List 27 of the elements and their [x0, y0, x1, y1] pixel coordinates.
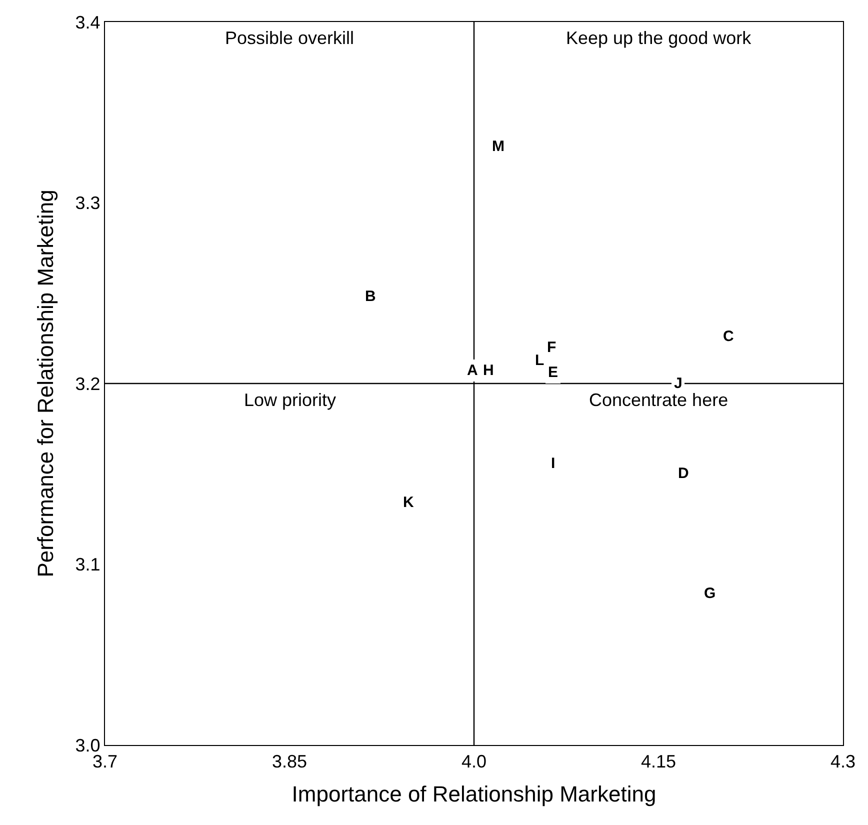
y-tick-label: 3.3	[75, 193, 100, 214]
x-tick-label: 4.15	[640, 752, 676, 772]
annotation: E	[548, 364, 558, 381]
annotation: C	[723, 328, 734, 345]
x-tick-label: 3.85	[272, 752, 308, 772]
annotation: H	[483, 362, 494, 379]
y-tick-label: 3.4	[75, 12, 100, 32]
y-tick-label: 3.2	[75, 374, 100, 394]
y-tick-label: 3.1	[75, 554, 100, 575]
annotation: J	[674, 375, 682, 392]
x-tick-label: 4.0	[461, 752, 487, 772]
x-tick-label: 4.3	[830, 752, 856, 772]
y-axis-title: Performance for Relationship Marketing	[33, 190, 58, 578]
annotation: G	[704, 585, 716, 602]
x-axis-title: Importance of Relationship Marketing	[292, 782, 656, 807]
annotation: D	[678, 465, 689, 482]
annotation: F	[547, 339, 556, 356]
annotation: Concentrate here	[589, 390, 728, 410]
annotation: Keep up the good work	[566, 28, 752, 48]
annotation: K	[403, 494, 414, 511]
annotation: Possible overkill	[225, 28, 354, 48]
annotation: M	[492, 138, 504, 155]
annotation: Low priority	[244, 390, 336, 410]
annotation: A	[467, 362, 478, 379]
annotation: L	[535, 352, 544, 369]
annotation: B	[365, 288, 376, 305]
annotation: I	[551, 455, 556, 472]
